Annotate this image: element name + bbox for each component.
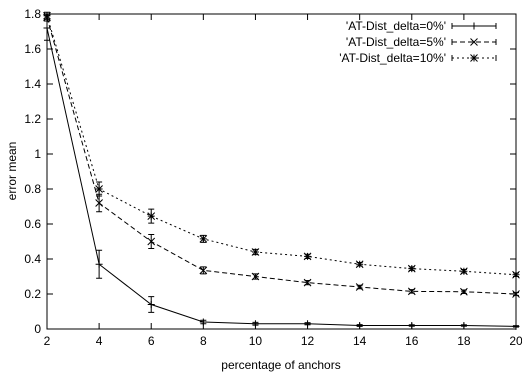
y-tick-label: 1.2	[24, 112, 41, 126]
series-1	[43, 15, 520, 330]
y-tick-label: 0.6	[24, 217, 41, 231]
y-tick-label: 0.8	[24, 182, 41, 196]
data-point	[43, 24, 51, 32]
y-tick-label: 0.2	[24, 287, 41, 301]
legend-label: 'AT-Dist_delta=0%'	[346, 19, 446, 33]
x-tick-label: 16	[405, 334, 419, 348]
legend-item-1: 'AT-Dist_delta=0%'	[346, 19, 497, 33]
data-point	[147, 237, 156, 246]
data-point	[95, 185, 103, 193]
data-point	[43, 11, 51, 20]
data-point	[303, 278, 312, 287]
data-point	[95, 199, 103, 207]
data-point	[199, 318, 207, 326]
y-tick-label: 1	[34, 147, 41, 161]
x-tick-label: 4	[96, 334, 103, 348]
data-point	[470, 38, 478, 46]
x-tick-label: 20	[509, 334, 522, 348]
x-axis: 2 4 6 8 10 12 14 16 18 20	[44, 14, 522, 348]
y-axis: 0 0.2 0.4 0.6 0.8 1 1.2 1.4 1.6 1.8	[24, 7, 516, 336]
x-tick-label: 18	[457, 334, 471, 348]
y-tick-label: 1.6	[24, 42, 41, 56]
data-point	[470, 22, 478, 30]
data-point	[512, 322, 520, 330]
series-line	[46, 15, 517, 276]
data-point	[512, 270, 520, 279]
series-2	[43, 13, 520, 298]
x-tick-label: 14	[353, 334, 367, 348]
data-point	[355, 283, 364, 291]
plot-frame	[46, 13, 517, 330]
y-axis-label: error mean	[5, 142, 19, 201]
legend: 'AT-Dist_delta=0%' 'AT-Dist_delta=5%' 'AT-…	[339, 19, 497, 65]
x-tick-label: 12	[301, 334, 315, 348]
data-point	[355, 260, 364, 269]
data-point	[251, 272, 260, 281]
x-tick-label: 10	[249, 334, 263, 348]
data-point	[460, 287, 468, 296]
data-point	[460, 267, 468, 276]
x-tick-label: 8	[200, 334, 207, 348]
x-axis-label: percentage of anchors	[221, 358, 340, 372]
data-point	[199, 235, 208, 243]
data-point	[304, 320, 312, 328]
legend-label: 'AT-Dist_delta=10%'	[339, 51, 446, 65]
data-point	[251, 320, 259, 328]
x-tick-label: 2	[44, 334, 51, 348]
data-point	[460, 322, 468, 329]
data-point	[356, 322, 364, 329]
data-point	[147, 301, 155, 308]
y-tick-label: 1.4	[24, 77, 41, 91]
data-point	[407, 264, 416, 273]
data-point	[470, 54, 478, 62]
data-point	[199, 266, 208, 275]
data-point	[408, 322, 416, 329]
y-tick-label: 0.4	[24, 252, 41, 266]
data-point	[251, 248, 260, 256]
y-tick-label: 0	[34, 322, 41, 336]
legend-item-2: 'AT-Dist_delta=5%'	[346, 35, 497, 49]
data-point	[512, 290, 520, 298]
y-tick-label: 1.8	[24, 7, 41, 21]
legend-label: 'AT-Dist_delta=5%'	[346, 35, 446, 49]
series-layer	[43, 11, 520, 330]
series-line	[46, 27, 517, 327]
data-point	[303, 252, 312, 261]
data-point	[95, 260, 103, 268]
legend-item-3: 'AT-Dist_delta=10%'	[339, 51, 497, 65]
x-tick-label: 6	[148, 334, 155, 348]
data-point	[407, 287, 416, 296]
data-point	[147, 212, 156, 220]
series-3	[43, 11, 520, 279]
series-line	[46, 17, 517, 295]
